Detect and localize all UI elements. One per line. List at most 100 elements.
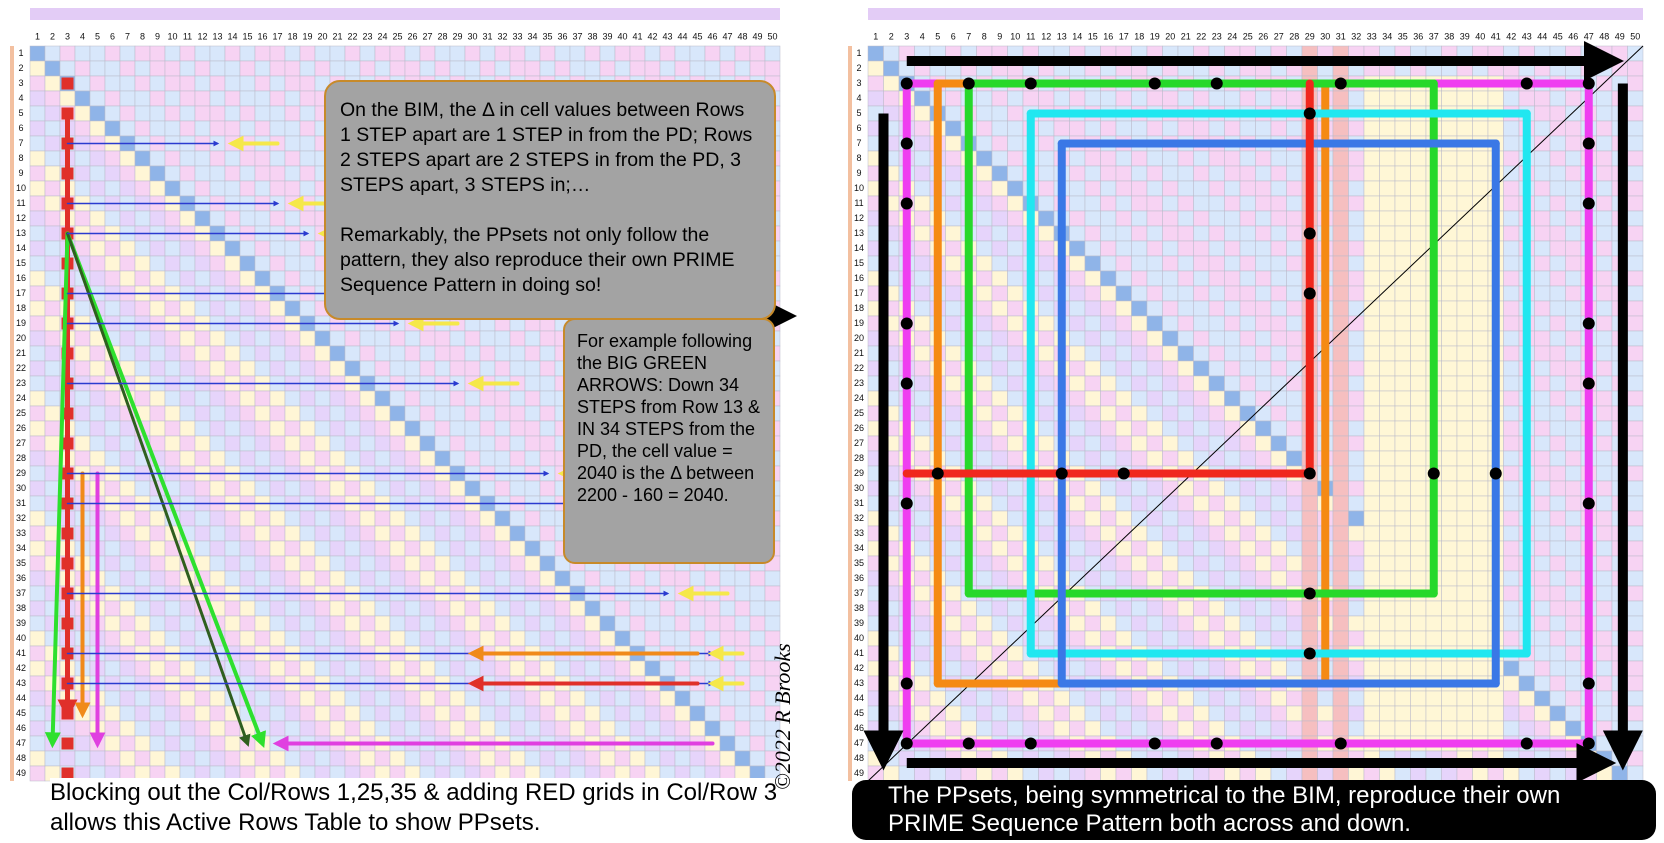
cell	[1270, 540, 1287, 557]
cell	[1441, 705, 1458, 722]
cell	[1363, 240, 1380, 257]
cell	[1239, 765, 1256, 782]
cell	[1596, 465, 1613, 482]
cell	[1534, 105, 1551, 122]
cell	[1115, 120, 1132, 137]
cell	[224, 735, 241, 752]
cell	[524, 510, 541, 527]
cell	[1069, 255, 1086, 272]
cell	[1007, 210, 1024, 227]
cell	[209, 450, 226, 467]
cell	[134, 75, 151, 92]
cell	[1162, 270, 1179, 287]
cell	[1441, 630, 1458, 647]
cell	[134, 510, 151, 527]
cell	[419, 45, 436, 62]
cell	[734, 720, 751, 737]
cell	[674, 690, 691, 707]
cell	[1084, 540, 1101, 557]
cell	[1224, 705, 1241, 722]
row-header: 37	[16, 588, 26, 598]
cell	[704, 615, 721, 632]
cell	[1549, 375, 1566, 392]
cell	[914, 630, 931, 647]
cell	[1239, 540, 1256, 557]
cell	[74, 210, 91, 227]
cell	[1177, 630, 1194, 647]
cell	[1239, 660, 1256, 677]
cell	[1456, 450, 1473, 467]
cell	[1286, 600, 1303, 617]
cell	[149, 540, 166, 557]
cell	[1270, 570, 1287, 587]
cell	[1022, 705, 1039, 722]
cell	[960, 720, 977, 737]
cell	[1162, 240, 1179, 257]
cell	[1069, 180, 1086, 197]
cell	[224, 630, 241, 647]
cell	[1084, 255, 1101, 272]
cell	[945, 390, 962, 407]
cell	[419, 510, 436, 527]
cell	[1627, 495, 1644, 512]
cell	[1627, 450, 1644, 467]
cell	[1394, 300, 1411, 317]
cell	[1596, 270, 1613, 287]
cell	[1007, 180, 1024, 197]
cell	[1456, 210, 1473, 227]
cell	[1410, 465, 1427, 482]
cell	[734, 750, 751, 767]
cell	[179, 600, 196, 617]
cell	[1394, 720, 1411, 737]
cell	[239, 75, 256, 92]
cell	[1456, 465, 1473, 482]
cell	[419, 360, 436, 377]
cell	[1286, 690, 1303, 707]
cell	[674, 570, 691, 587]
cell	[1348, 630, 1365, 647]
cell	[1146, 720, 1163, 737]
column-header: 32	[497, 31, 507, 41]
cell	[449, 615, 466, 632]
cell	[1115, 720, 1132, 737]
cell	[1379, 570, 1396, 587]
cell	[1565, 345, 1582, 362]
cell	[119, 120, 136, 137]
cell	[945, 345, 962, 362]
cell	[1115, 615, 1132, 632]
cell	[945, 360, 962, 377]
cell	[1472, 255, 1489, 272]
cell	[991, 315, 1008, 332]
cell	[914, 660, 931, 677]
cell	[1472, 615, 1489, 632]
cell	[1441, 345, 1458, 362]
cell	[1410, 420, 1427, 437]
cell	[134, 270, 151, 287]
cell	[164, 690, 181, 707]
cell	[149, 240, 166, 257]
cell	[449, 360, 466, 377]
cell	[1239, 495, 1256, 512]
cell	[224, 600, 241, 617]
cell	[269, 630, 286, 647]
cell	[1270, 480, 1287, 497]
cell	[614, 615, 631, 632]
cell	[329, 750, 346, 767]
column-header: 25	[392, 31, 402, 41]
cell	[1363, 615, 1380, 632]
cell	[29, 165, 46, 182]
cell	[1627, 660, 1644, 677]
cell	[1115, 690, 1132, 707]
cell	[464, 630, 481, 647]
cell	[1208, 660, 1225, 677]
cell	[945, 570, 962, 587]
cell	[1084, 630, 1101, 647]
cell	[1115, 375, 1132, 392]
cell	[164, 345, 181, 362]
cell	[914, 330, 931, 347]
cell	[1549, 615, 1566, 632]
cell	[1239, 90, 1256, 107]
cell	[1115, 165, 1132, 182]
cell	[1162, 120, 1179, 137]
cell	[194, 90, 211, 107]
